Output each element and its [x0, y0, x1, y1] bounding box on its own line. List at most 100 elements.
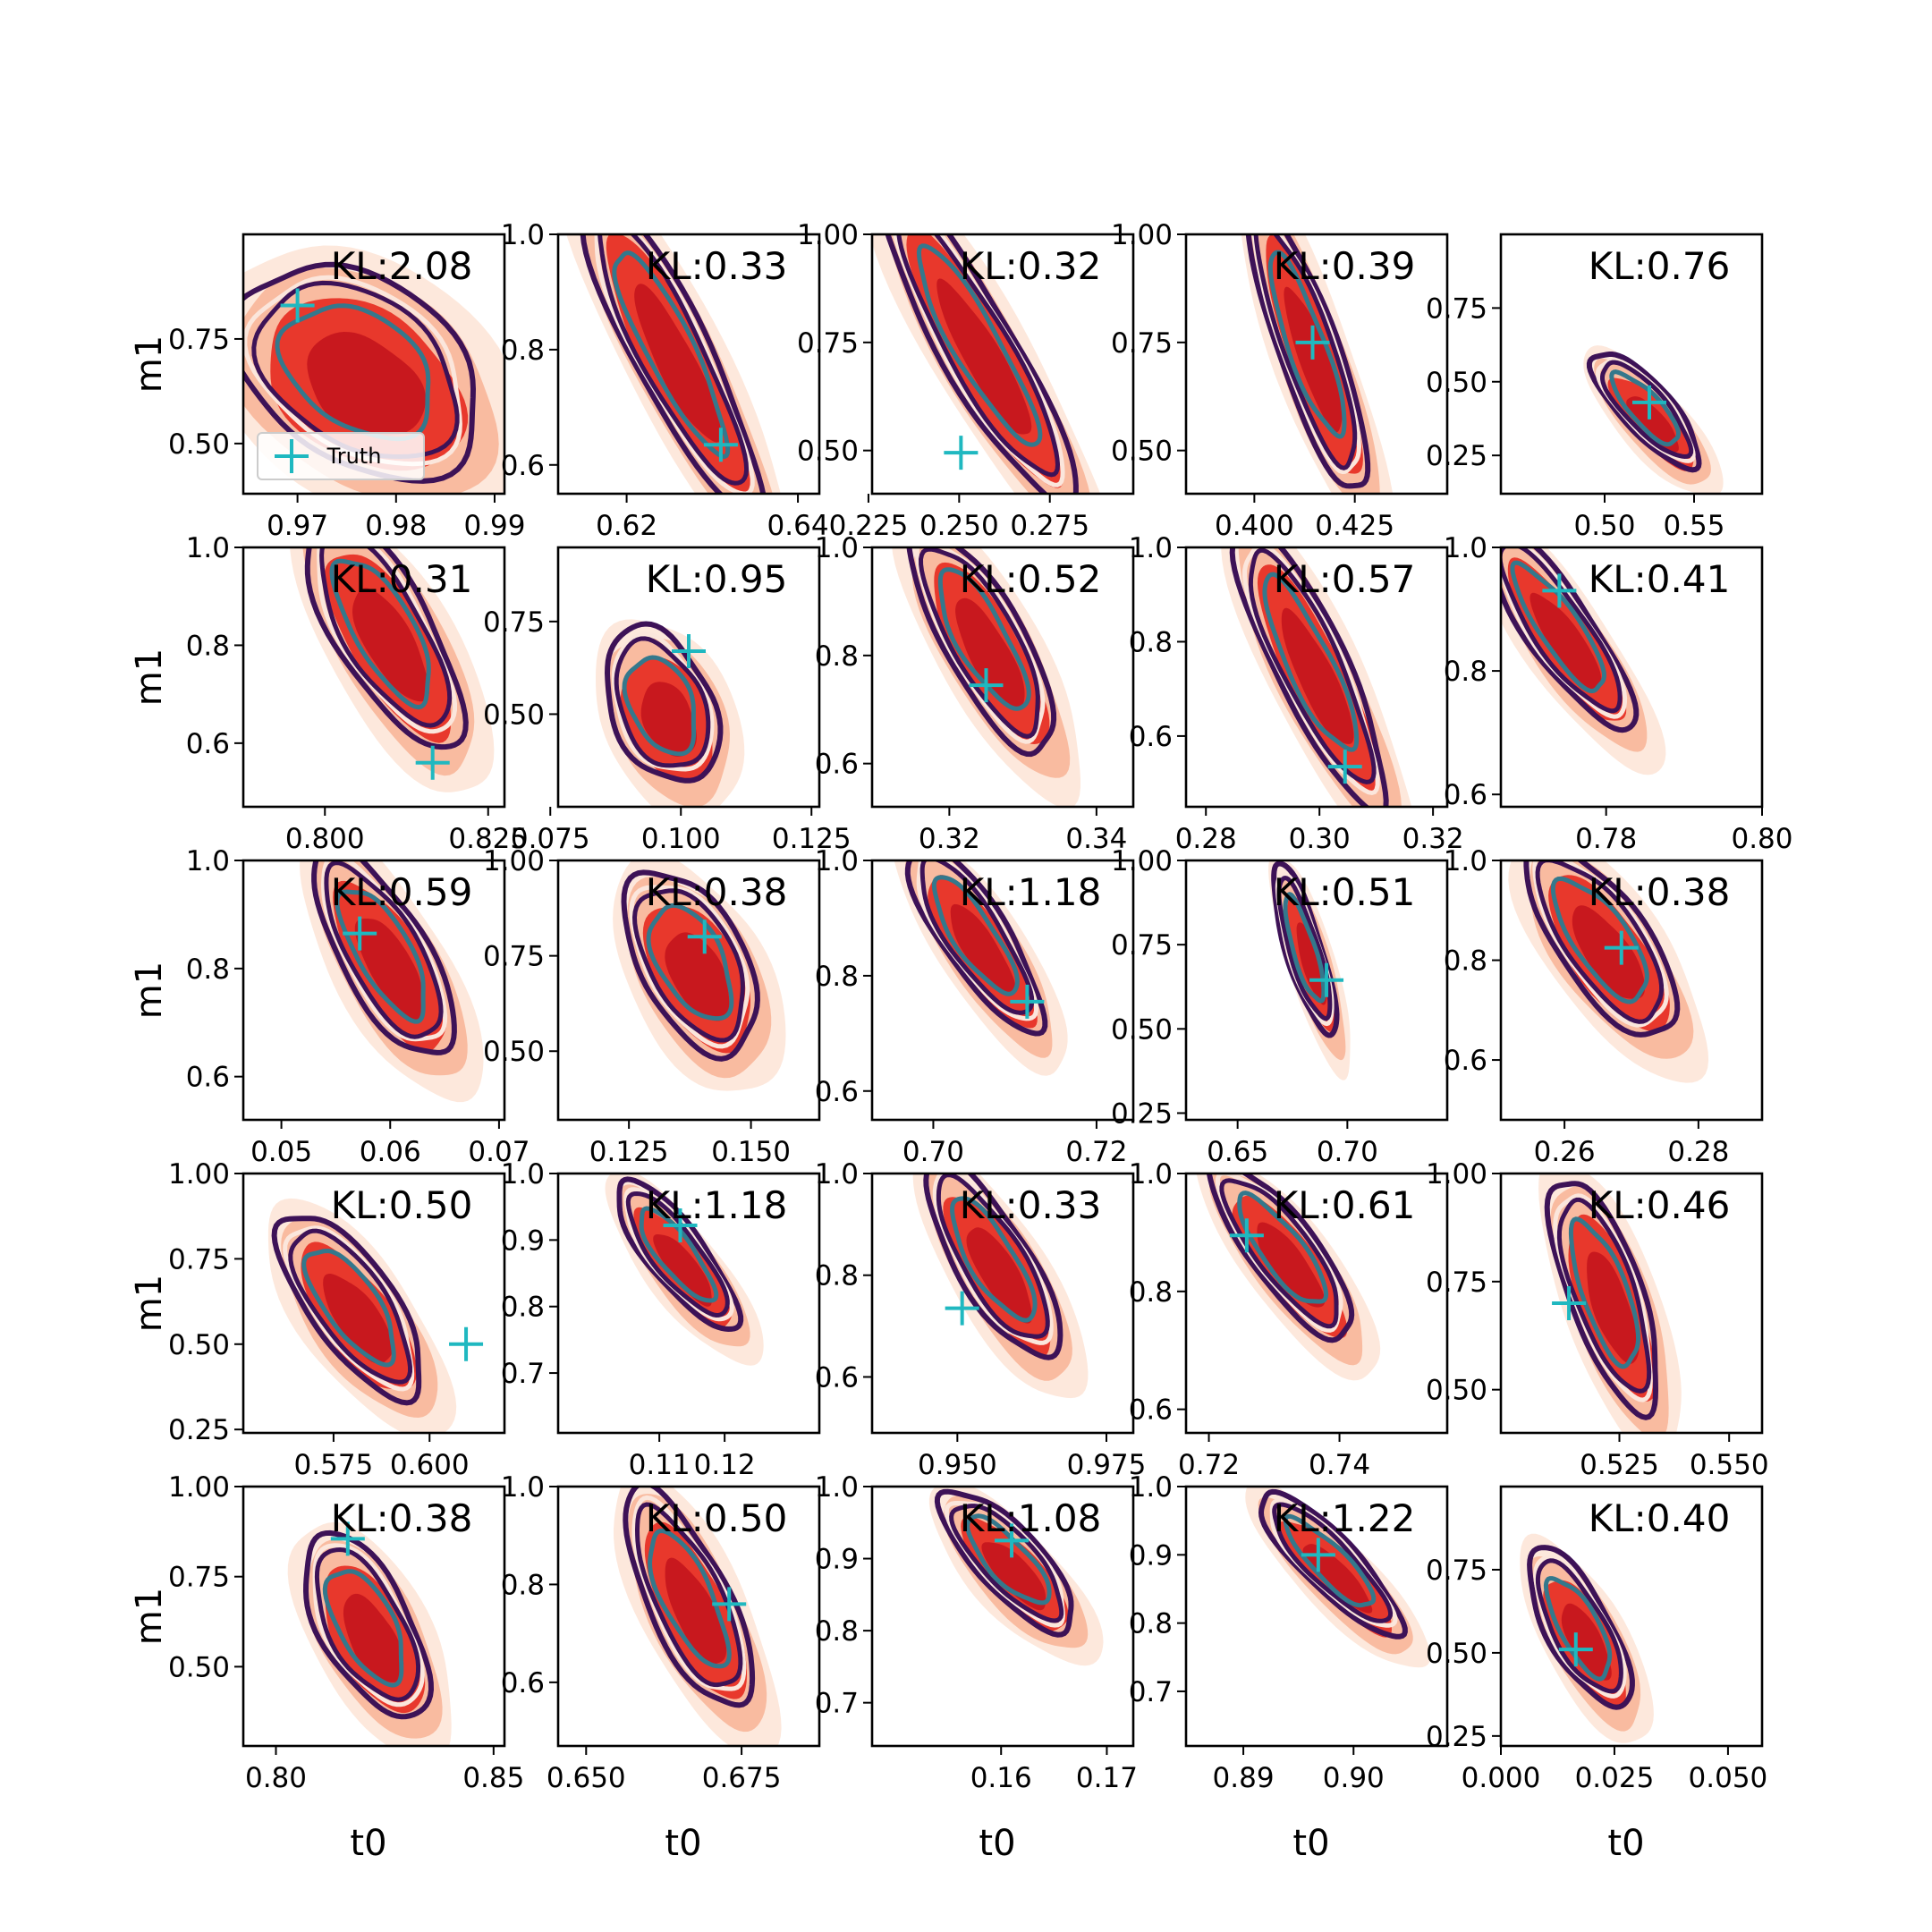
x-tick-label: 0.425: [1315, 510, 1394, 542]
y-tick-label: 0.6: [815, 749, 859, 781]
truth-marker: [703, 428, 738, 462]
y-tick-label: 1.0: [186, 532, 230, 564]
density-fill-level-4: [634, 284, 721, 443]
outer-contour: [1523, 860, 1681, 1038]
inner-contour: [1262, 572, 1360, 752]
kl-label: KL:0.31: [331, 557, 473, 601]
kl-label: KL:0.41: [1589, 557, 1731, 601]
x-tick-label: 0.99: [463, 510, 525, 542]
y-tick-label: 0.9: [815, 1544, 859, 1576]
kl-label: KL:2.08: [331, 244, 473, 288]
density-fill-level-4: [1572, 905, 1645, 999]
truth-marker: [330, 1521, 365, 1556]
x-tick-label: 0.62: [596, 510, 657, 542]
axes-frame: [1499, 859, 1764, 1122]
axes-frame: [870, 233, 1135, 496]
second-contour: [1253, 234, 1358, 470]
axes-frame: [870, 859, 1135, 1122]
y-tick-label: 0.8: [1129, 1608, 1173, 1640]
x-tick-label: 0.16: [970, 1762, 1032, 1794]
middle-contour: [283, 1225, 415, 1392]
outer-contour: [1245, 234, 1371, 489]
outer-contour: [621, 869, 760, 1062]
y-tick-label: 1.0: [1444, 845, 1487, 877]
second-contour: [1556, 1197, 1652, 1394]
x-tick-label: 0.000: [1462, 1762, 1541, 1794]
x-tick-label: 0.600: [390, 1449, 470, 1481]
kl-label: KL:0.38: [646, 870, 788, 914]
outer-contour: [302, 1530, 435, 1720]
outer-contour: [1229, 547, 1389, 807]
y-tick-label: 1.0: [501, 1471, 545, 1504]
x-tick-label: 0.98: [365, 510, 427, 542]
outer-contour: [604, 621, 724, 784]
inner-contour: [646, 902, 734, 1021]
x-tick-label: 0.80: [245, 1762, 307, 1794]
x-tick-label: 0.26: [1534, 1136, 1596, 1168]
axes-frame: [242, 546, 506, 809]
second-contour: [949, 1504, 1064, 1623]
x-tick-label: 0.17: [1076, 1762, 1138, 1794]
y-tick-label: 0.75: [1426, 292, 1487, 325]
axes-frame: [1499, 1172, 1764, 1435]
subplot-r4-c4: 0.72 0.74 0.6 0.8 1.0 KL:0.61: [1129, 1158, 1449, 1481]
middle-contour: [629, 885, 750, 1049]
truth-marker: [1309, 962, 1344, 997]
subplot-r2-c4: 0.28 0.30 0.32 0.6 0.8 1.0 KL:0.57: [1129, 532, 1464, 855]
y-tick-label: 0.6: [1444, 779, 1487, 811]
y-tick-label: 0.75: [1426, 1267, 1487, 1299]
x-axis-label: t0: [350, 1823, 386, 1864]
y-tick-label: 0.50: [1426, 1375, 1487, 1407]
density-fill-level-4: [323, 1274, 394, 1364]
y-tick-label: 1.00: [797, 219, 859, 251]
y-tick-label: 0.25: [168, 1414, 230, 1446]
inner-contour: [612, 250, 731, 460]
subplot-r5-c1: 0.80 0.85 0.50 0.75 1.00 KL:0.38 m1 t0: [129, 1471, 524, 1864]
density-fill-level-4: [1530, 592, 1602, 693]
inner-contour: [1283, 1513, 1377, 1608]
density-fill-level-4: [955, 597, 1025, 708]
y-tick-label: 0.8: [1129, 626, 1173, 658]
second-contour: [634, 1502, 743, 1688]
x-tick-label: 0.950: [918, 1449, 997, 1481]
inner-contour: [916, 243, 1043, 447]
y-tick-label: 0.9: [501, 1224, 545, 1257]
x-tick-label: 0.32: [919, 823, 980, 855]
second-contour: [1535, 860, 1665, 1024]
truth-marker: [712, 1587, 747, 1622]
kl-label: KL:1.22: [1274, 1496, 1416, 1540]
inner-contour: [950, 1196, 1038, 1323]
x-tick-label: 0.32: [1402, 823, 1464, 855]
y-tick-label: 0.75: [1111, 929, 1173, 962]
subplot-r2-c1: 0.800 0.825 0.6 0.8 1.0 KL:0.31 m1: [129, 532, 528, 855]
subplot-r1-c5: 0.50 0.55 0.25 0.50 0.75 KL:0.76: [1426, 233, 1764, 542]
y-tick-label: 1.00: [1111, 845, 1173, 877]
second-contour: [1501, 547, 1623, 714]
kl-label: KL:1.18: [646, 1183, 788, 1227]
x-tick-label: 0.575: [294, 1449, 374, 1481]
kl-label: KL:0.32: [960, 244, 1102, 288]
density-fill-level-4: [1296, 922, 1327, 1005]
y-tick-label: 0.50: [483, 699, 545, 731]
second-contour: [1248, 547, 1377, 784]
x-tick-label: 0.050: [1689, 1762, 1768, 1794]
kl-label: KL:0.39: [1274, 244, 1416, 288]
x-tick-label: 0.65: [1207, 1136, 1268, 1168]
truth-marker: [1301, 1538, 1335, 1572]
x-tick-label: 0.34: [1065, 823, 1127, 855]
subplot-r1-c4: 0.400 0.425 0.50 0.75 1.00 KL:0.39: [1111, 219, 1449, 542]
truth-marker: [449, 1326, 484, 1361]
truth-marker: [1295, 325, 1330, 360]
second-contour: [288, 1228, 412, 1385]
legend-label: Truth: [326, 444, 382, 469]
y-tick-label: 0.8: [501, 335, 545, 367]
second-contour: [314, 1546, 421, 1702]
x-tick-label: 0.675: [702, 1762, 782, 1794]
kl-label: KL:0.46: [1589, 1183, 1731, 1227]
inner-contour: [329, 558, 431, 710]
subplot-r5-c5: 0.000 0.025 0.050 0.25 0.50 0.75 KL:0.40 t0: [1426, 1485, 1768, 1864]
subplot-r3-c4: 0.65 0.70 0.25 0.50 0.75 1.00 KL:0.51: [1111, 845, 1449, 1168]
y-tick-label: 0.50: [168, 1329, 230, 1361]
truth-marker: [663, 1208, 698, 1242]
outer-contour: [885, 234, 1079, 494]
